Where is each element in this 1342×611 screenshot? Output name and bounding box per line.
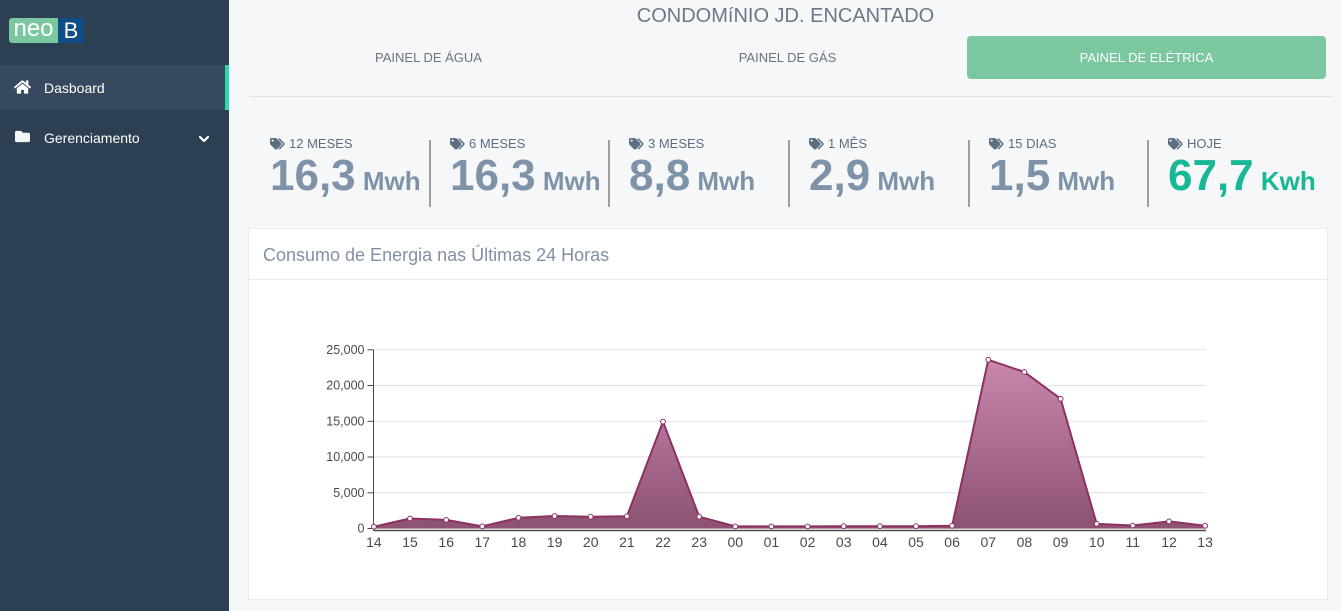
svg-text:11: 11 bbox=[1126, 534, 1141, 550]
svg-text:0: 0 bbox=[358, 522, 365, 536]
svg-text:18: 18 bbox=[511, 534, 527, 550]
svg-text:5,000: 5,000 bbox=[333, 486, 364, 500]
svg-text:00: 00 bbox=[728, 534, 744, 550]
svg-text:20: 20 bbox=[583, 534, 599, 550]
svg-text:15: 15 bbox=[402, 534, 418, 550]
svg-text:10,000: 10,000 bbox=[326, 450, 364, 464]
svg-text:12: 12 bbox=[1161, 534, 1177, 550]
svg-text:08: 08 bbox=[1017, 534, 1033, 550]
svg-text:14: 14 bbox=[366, 534, 382, 550]
svg-text:25,000: 25,000 bbox=[326, 343, 364, 357]
svg-text:02: 02 bbox=[800, 534, 816, 550]
svg-text:15,000: 15,000 bbox=[326, 415, 364, 429]
svg-text:06: 06 bbox=[944, 534, 960, 550]
svg-text:10: 10 bbox=[1089, 534, 1105, 550]
svg-text:22: 22 bbox=[655, 534, 671, 550]
svg-text:19: 19 bbox=[547, 534, 563, 550]
svg-text:16: 16 bbox=[438, 534, 454, 550]
svg-text:05: 05 bbox=[908, 534, 924, 550]
svg-text:04: 04 bbox=[872, 534, 888, 550]
svg-text:09: 09 bbox=[1053, 534, 1069, 550]
svg-text:01: 01 bbox=[764, 534, 780, 550]
svg-text:13: 13 bbox=[1197, 534, 1213, 550]
svg-text:17: 17 bbox=[475, 534, 491, 550]
svg-text:23: 23 bbox=[691, 534, 707, 550]
svg-text:20,000: 20,000 bbox=[326, 379, 364, 393]
svg-text:07: 07 bbox=[981, 534, 997, 550]
svg-text:03: 03 bbox=[836, 534, 852, 550]
svg-text:21: 21 bbox=[619, 534, 635, 550]
